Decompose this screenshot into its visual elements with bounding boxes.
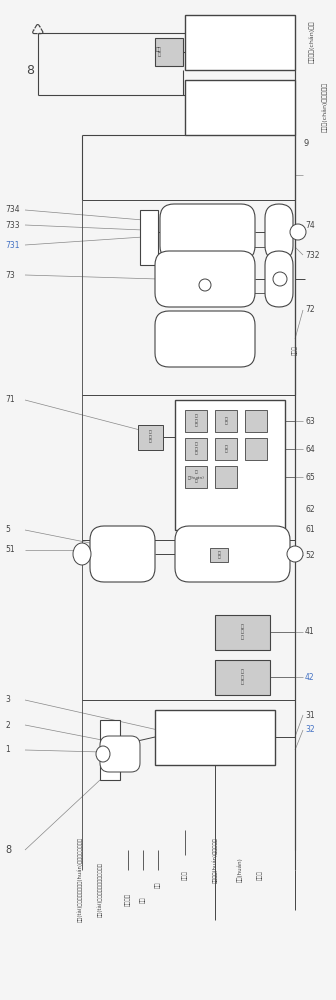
- Text: 72: 72: [305, 306, 314, 314]
- Text: 正丙醛產(chǎn)品流: 正丙醛產(chǎn)品流: [309, 21, 315, 63]
- Bar: [245, 438, 267, 460]
- Text: 廢
液: 廢 液: [225, 417, 227, 425]
- Text: 二氧化碳: 二氧化碳: [125, 894, 131, 906]
- FancyBboxPatch shape: [160, 204, 255, 260]
- Text: 3: 3: [5, 696, 10, 704]
- Text: 61: 61: [305, 526, 314, 534]
- Bar: [175, 400, 285, 530]
- Bar: [155, 710, 275, 765]
- Bar: [245, 410, 267, 432]
- Ellipse shape: [287, 546, 303, 562]
- Text: 63: 63: [305, 416, 315, 426]
- Text: 52: 52: [305, 550, 314, 560]
- FancyBboxPatch shape: [155, 311, 255, 367]
- FancyBboxPatch shape: [175, 526, 290, 582]
- Text: 凈
化
液: 凈 化 液: [195, 442, 197, 456]
- Bar: [185, 466, 207, 488]
- Text: 液態(tài)烴類催化劑一氧化碳的裝置: 液態(tài)烴類催化劑一氧化碳的裝置: [97, 863, 103, 917]
- Text: 汽
液
分: 汽 液 分: [149, 430, 151, 444]
- Bar: [215, 660, 270, 695]
- Text: 熱媒水: 熱媒水: [292, 345, 298, 355]
- Ellipse shape: [199, 279, 211, 291]
- Text: 2: 2: [5, 720, 10, 730]
- Text: 9: 9: [304, 138, 309, 147]
- Bar: [185, 15, 295, 70]
- Text: 41: 41: [305, 628, 314, 637]
- Text: 下游產(chǎn)品處理裝置: 下游產(chǎn)品處理裝置: [322, 82, 328, 132]
- FancyBboxPatch shape: [265, 251, 293, 307]
- Bar: [215, 410, 237, 432]
- Bar: [155, 38, 183, 66]
- Text: 732: 732: [305, 250, 320, 259]
- Text: 脫
氣
罐: 脫 氣 罐: [241, 624, 244, 640]
- FancyBboxPatch shape: [90, 526, 155, 582]
- FancyBboxPatch shape: [155, 251, 255, 307]
- Text: 64: 64: [305, 444, 315, 454]
- Bar: [210, 548, 228, 562]
- Bar: [215, 466, 237, 488]
- Bar: [215, 615, 270, 650]
- Text: 8: 8: [5, 845, 11, 855]
- Text: 循環(huán): 循環(huán): [237, 858, 243, 882]
- Text: 冷
凝: 冷 凝: [218, 551, 220, 559]
- Text: 31: 31: [305, 710, 314, 720]
- Text: 734: 734: [5, 206, 19, 215]
- Bar: [100, 720, 120, 780]
- Text: 73: 73: [5, 270, 15, 279]
- Text: 水蒸氣: 水蒸氣: [182, 870, 188, 880]
- Ellipse shape: [96, 746, 110, 762]
- Bar: [215, 438, 237, 460]
- Bar: [185, 410, 207, 432]
- Text: 乙烯: 乙烯: [140, 897, 146, 903]
- Text: 冷
凝
液: 冷 凝 液: [195, 414, 197, 428]
- Text: 733: 733: [5, 221, 19, 230]
- Text: 循
環(huán)
液: 循 環(huán) 液: [187, 470, 204, 484]
- FancyBboxPatch shape: [100, 736, 140, 772]
- Ellipse shape: [273, 272, 287, 286]
- Text: 5: 5: [5, 526, 10, 534]
- Text: 62: 62: [305, 506, 314, 514]
- Ellipse shape: [73, 543, 91, 565]
- Text: 32: 32: [305, 726, 314, 734]
- Text: 65: 65: [305, 473, 315, 482]
- Text: 壓縮
機: 壓縮 機: [156, 47, 162, 57]
- Bar: [138, 425, 163, 450]
- Text: 51: 51: [5, 546, 15, 554]
- Bar: [140, 210, 158, 265]
- Bar: [185, 438, 207, 460]
- Text: 廢
液: 廢 液: [225, 445, 227, 453]
- Text: 天然氣: 天然氣: [257, 870, 263, 880]
- Text: 731: 731: [5, 240, 19, 249]
- Text: 74: 74: [305, 221, 315, 230]
- FancyBboxPatch shape: [265, 204, 293, 260]
- Text: 1: 1: [5, 746, 10, 754]
- Bar: [185, 80, 295, 135]
- Text: 8: 8: [26, 64, 34, 77]
- Text: 液態(tài)烴類化合物生成環(huán)化一氧化碳的裝置: 液態(tài)烴類化合物生成環(huán)化一氧化碳的裝置: [77, 838, 83, 922]
- Text: ♺: ♺: [31, 22, 45, 37]
- Text: 71: 71: [5, 395, 15, 404]
- Text: 氫氣: 氫氣: [155, 882, 161, 888]
- Text: 緩
沖
罐: 緩 沖 罐: [241, 669, 244, 685]
- Ellipse shape: [290, 224, 306, 240]
- Text: 返回循環(huán)烴類水蒸氣: 返回循環(huán)烴類水蒸氣: [212, 837, 218, 883]
- Text: 42: 42: [305, 672, 314, 682]
